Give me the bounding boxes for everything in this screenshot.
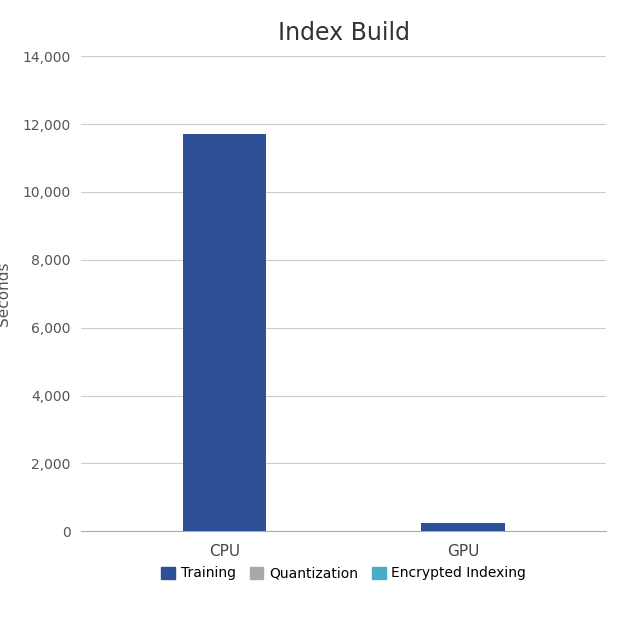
Bar xyxy=(421,522,505,531)
Y-axis label: Seconds: Seconds xyxy=(0,261,11,326)
Legend: Training, Quantization, Encrypted Indexing: Training, Quantization, Encrypted Indexi… xyxy=(156,561,532,586)
Bar xyxy=(182,134,266,531)
Title: Index Build: Index Build xyxy=(278,21,410,44)
